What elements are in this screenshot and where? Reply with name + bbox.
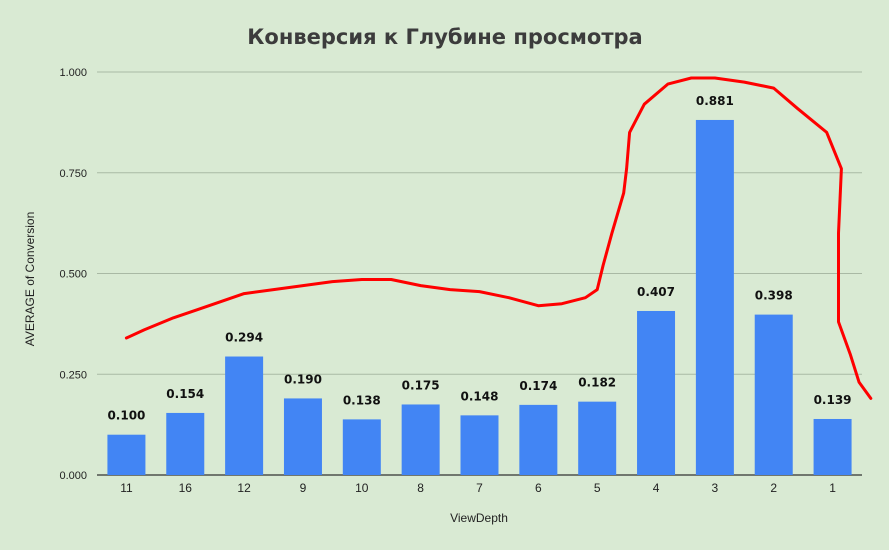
bar-2: [754, 314, 793, 475]
x-axis-label: ViewDepth: [450, 511, 508, 525]
data-label: 0.407: [637, 285, 675, 299]
bar-12: [225, 356, 264, 475]
bar-7: [460, 415, 499, 475]
x-tick-label: 4: [653, 481, 660, 495]
bar-11: [107, 434, 146, 475]
bar-10: [342, 419, 381, 475]
y-tick-label: 0.750: [59, 168, 87, 180]
data-label: 0.139: [814, 393, 852, 407]
bar-8: [401, 404, 440, 475]
x-tick-label: 6: [535, 481, 542, 495]
y-tick-label: 0.000: [59, 470, 87, 482]
y-axis-ticks: 0.000 0.250 0.500 0.750 1.000: [59, 67, 87, 482]
y-tick-label: 1.000: [59, 67, 87, 79]
data-label: 0.294: [225, 331, 263, 345]
y-tick-label: 0.500: [59, 269, 87, 281]
y-tick-label: 0.250: [59, 369, 87, 381]
data-label: 0.398: [755, 289, 793, 303]
x-tick-label: 2: [770, 481, 777, 495]
bar-16: [166, 412, 205, 475]
gridlines: [97, 71, 862, 476]
x-tick-label: 3: [712, 481, 719, 495]
x-tick-label: 8: [417, 481, 424, 495]
x-tick-label: 9: [300, 481, 307, 495]
data-label: 0.148: [461, 389, 499, 403]
data-label: 0.100: [107, 409, 145, 423]
x-tick-label: 1: [829, 481, 836, 495]
data-label: 0.174: [519, 379, 557, 393]
x-tick-label: 7: [476, 481, 483, 495]
chart-title: Конверсия к Глубине просмотра: [247, 25, 642, 49]
bar-9: [283, 398, 322, 475]
data-label: 0.154: [166, 387, 204, 401]
x-tick-label: 11: [120, 481, 133, 495]
x-tick-label: 12: [237, 481, 251, 495]
bar-3: [695, 119, 734, 475]
bar-1: [813, 418, 852, 475]
annotation: [124, 76, 873, 400]
data-label: 0.881: [696, 94, 734, 108]
y-axis-label: AVERAGE of Conversion: [23, 212, 37, 347]
x-tick-label: 16: [179, 481, 193, 495]
hand-drawn-curve: [124, 76, 873, 400]
data-label: 0.182: [578, 376, 616, 390]
data-labels: 0.100 0.154 0.294 0.190 0.138 0.175 0.148 0.174…: [107, 94, 851, 423]
data-label: 0.175: [402, 378, 440, 392]
bar-5: [578, 401, 617, 475]
x-tick-label: 5: [594, 481, 601, 495]
x-axis-ticks: 11 16 12 9 10 8 7 6 5 4 3 2 1: [120, 481, 836, 495]
bars: [107, 119, 852, 475]
data-label: 0.138: [343, 393, 381, 407]
x-tick-label: 10: [355, 481, 369, 495]
bar-6: [519, 404, 558, 475]
bar-4: [637, 310, 676, 475]
data-label: 0.190: [284, 372, 322, 386]
